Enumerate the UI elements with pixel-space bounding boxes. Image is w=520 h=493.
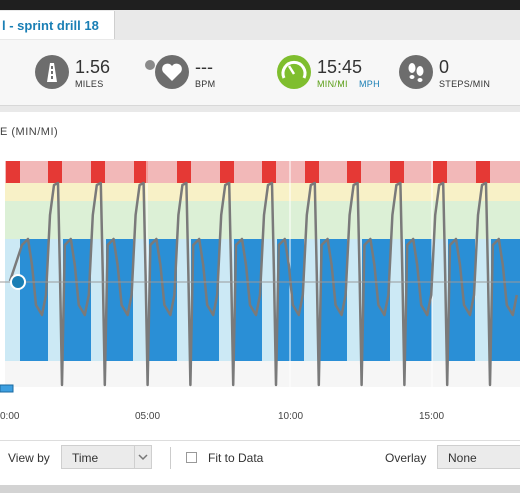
interval-block <box>405 239 432 361</box>
lap-marker <box>305 161 319 183</box>
cadence-unit: STEPS/MIN <box>439 79 491 89</box>
view-by-select[interactable]: Time <box>61 445 152 469</box>
lap-marker <box>91 161 105 183</box>
interval-block <box>20 239 48 361</box>
interval-block <box>234 239 262 361</box>
pace-unit-mph[interactable]: MPH <box>359 79 380 89</box>
edit-icon[interactable] <box>145 60 155 70</box>
x-tick-0: 0:00 <box>0 411 20 422</box>
interval-block <box>320 239 347 361</box>
lap-markers <box>6 161 490 183</box>
zone-band-yellow <box>5 183 520 201</box>
overlay-select[interactable]: None <box>437 445 520 469</box>
lap-marker <box>134 161 148 183</box>
activity-tab[interactable]: l - sprint drill 18 <box>0 11 115 39</box>
y-axis-label: E (MIN/MI) <box>0 126 59 138</box>
x-tick-2: 10:00 <box>278 411 304 422</box>
heart-icon <box>155 55 189 89</box>
interval-block <box>63 239 91 361</box>
lap-marker <box>433 161 447 183</box>
footprints-icon <box>399 55 433 89</box>
fit-to-data-checkbox[interactable] <box>186 452 197 463</box>
lap-marker <box>347 161 361 183</box>
interval-blocks <box>20 239 520 361</box>
distance-unit: MILES <box>75 79 104 89</box>
lap-marker <box>476 161 490 183</box>
view-by-label: View by <box>8 451 50 465</box>
pace-chart[interactable] <box>0 155 520 397</box>
distance-value: 1.56 <box>75 57 111 77</box>
lap-marker <box>220 161 234 183</box>
interval-block <box>191 239 219 361</box>
overlay-label: Overlay <box>385 451 427 465</box>
zone-band-gray <box>5 361 520 387</box>
interval-block <box>362 239 390 361</box>
interval-block <box>448 239 475 361</box>
lap-marker <box>6 161 20 183</box>
fit-to-data-label: Fit to Data <box>208 451 264 465</box>
x-tick-3: 15:00 <box>419 411 445 422</box>
x-tick-1: 05:00 <box>135 411 161 422</box>
top-window-bar <box>0 0 520 10</box>
lap-marker <box>177 161 191 183</box>
stats-bar: 1.56 MILES --- BPM 15:45 MIN/MI MPH 0 ST… <box>0 40 520 106</box>
pace-line <box>8 181 519 387</box>
speedometer-icon <box>277 55 311 89</box>
interval-block <box>106 239 133 361</box>
activity-title: l - sprint drill 18 <box>2 18 99 33</box>
pace-unit-min-mi[interactable]: MIN/MI <box>317 79 348 89</box>
pace-value: 15:45 <box>317 57 363 77</box>
view-by-value: Time <box>72 451 99 465</box>
scrubber-handle[interactable] <box>10 274 26 290</box>
bottom-bar <box>0 485 520 493</box>
heart-rate-value: --- <box>195 57 213 77</box>
lap-marker <box>262 161 276 183</box>
lap-marker <box>48 161 62 183</box>
lap-marker <box>390 161 404 183</box>
range-handle[interactable] <box>0 384 14 393</box>
heart-rate-unit: BPM <box>195 79 216 89</box>
chevron-down-icon[interactable] <box>134 446 151 468</box>
overlay-value: None <box>448 451 477 465</box>
cadence-value: 0 <box>439 57 450 77</box>
divider <box>170 447 171 469</box>
distance-icon <box>35 55 69 89</box>
